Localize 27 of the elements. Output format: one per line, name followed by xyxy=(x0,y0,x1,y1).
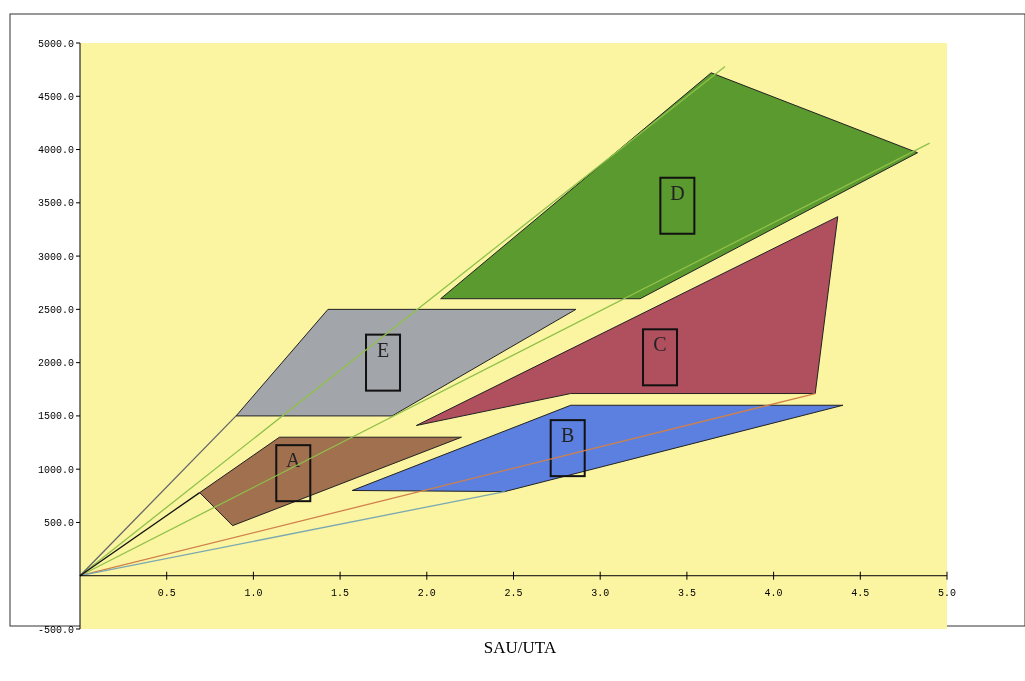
x-axis-title: SAU/UTA xyxy=(483,638,557,657)
y-tick-label: 500.0 xyxy=(43,517,74,529)
series-label: D xyxy=(670,181,685,204)
y-tick-label: 5000.0 xyxy=(37,38,74,50)
y-tick-label: 3500.0 xyxy=(37,198,74,210)
y-tick-label: 4500.0 xyxy=(37,91,74,103)
series-label: B xyxy=(561,424,575,447)
x-tick-label: 4.0 xyxy=(764,587,783,599)
y-tick-label: -500.0 xyxy=(37,624,74,636)
x-tick-label: 4.5 xyxy=(851,587,870,599)
x-tick-label: 3.5 xyxy=(677,587,696,599)
x-tick-label: 0.5 xyxy=(157,587,176,599)
x-tick-label: 5.0 xyxy=(937,587,957,599)
y-tick-label: 1000.0 xyxy=(37,464,74,476)
y-tick-label: 3000.0 xyxy=(37,251,74,263)
x-tick-label: 3.0 xyxy=(591,587,610,599)
y-tick-label: 2000.0 xyxy=(37,358,74,370)
series-label: E xyxy=(376,338,390,361)
x-tick-label: 1.0 xyxy=(244,587,263,599)
series-label: A xyxy=(286,449,302,472)
y-tick-label: 1500.0 xyxy=(37,411,74,423)
y-tick-label: 2500.0 xyxy=(37,304,74,316)
x-tick-label: 2.0 xyxy=(417,587,436,599)
x-tick-label: 2.5 xyxy=(504,587,523,599)
series-label: C xyxy=(653,333,667,356)
x-tick-label: 1.5 xyxy=(331,587,350,599)
y-tick-label: 4000.0 xyxy=(37,145,74,157)
